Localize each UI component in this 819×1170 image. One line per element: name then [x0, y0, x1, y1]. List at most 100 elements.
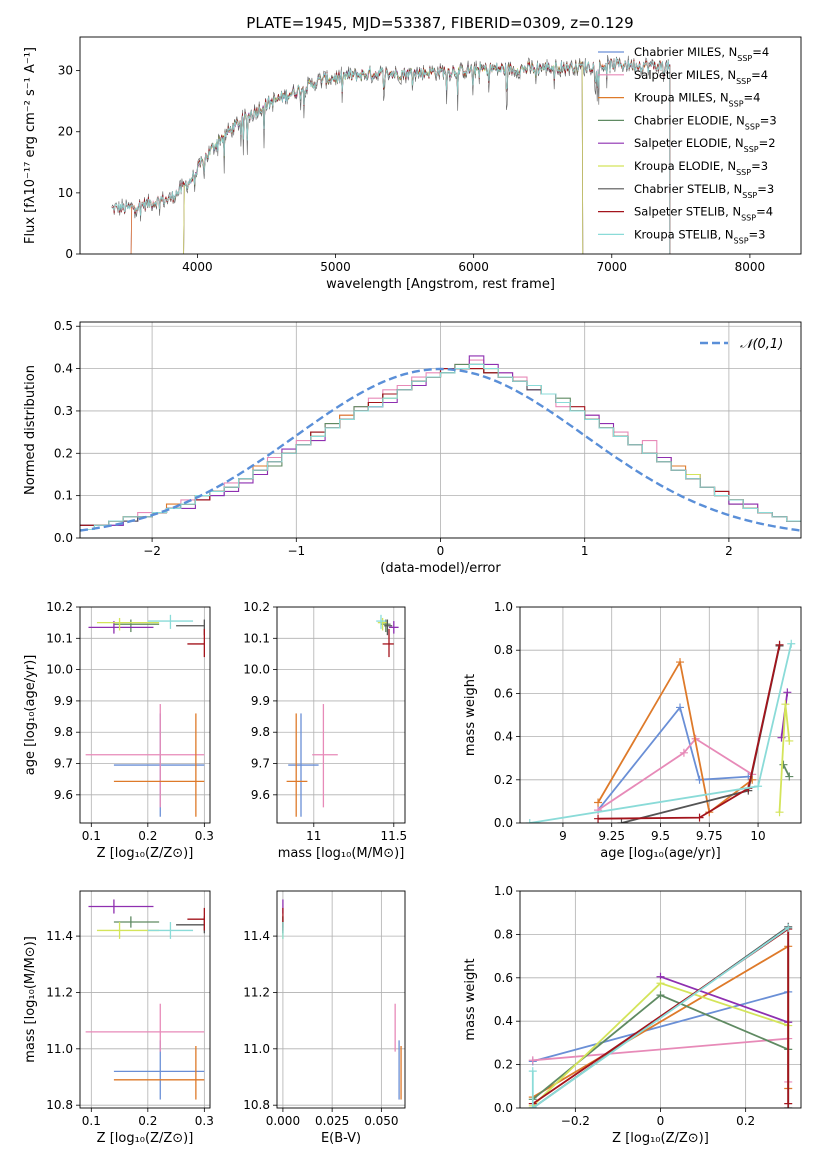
- errorbar-point-chabrier-miles: [113, 1040, 205, 1100]
- y-tick-label: 11.4: [243, 929, 270, 943]
- residuals-legend: 𝒩(0,1): [700, 337, 783, 352]
- y-tick-label: 10: [58, 186, 73, 200]
- x-tick-label: 8000: [735, 260, 766, 274]
- histogram-kroupa-stelib: [80, 363, 801, 531]
- x-tick-label: 5000: [320, 260, 351, 274]
- errorbar-point-salpeter-miles: [85, 704, 205, 808]
- x-tick-label: 9.5: [651, 829, 670, 843]
- mass-weight-series-salpeter-stelib: [594, 640, 784, 823]
- y-tick-label: 1.0: [494, 600, 513, 614]
- y-tick-label: 0.2: [494, 773, 513, 787]
- y-tick-label: 9.9: [54, 694, 73, 708]
- y-tick-label: 1.0: [494, 884, 513, 898]
- y-tick-label: 0.1: [54, 489, 73, 503]
- x-axis-label: wavelength [Angstrom, rest frame]: [326, 277, 555, 292]
- plot-area: [80, 891, 210, 1108]
- x-tick-label: 9.25: [598, 829, 625, 843]
- plot-area: [277, 891, 405, 1108]
- mass-weight-series-kroupa-stelib: [525, 639, 796, 823]
- errorbar-point-kroupa-stelib: [147, 922, 194, 939]
- legend-label: 𝒩(0,1): [740, 337, 783, 352]
- x-tick-label: −1: [287, 544, 305, 558]
- x-axis-label: Z [log₁₀(Z/Z⊙)]: [97, 1131, 194, 1146]
- series-line: [598, 644, 781, 820]
- x-tick-label: 6000: [458, 260, 489, 274]
- series-marker: [656, 991, 665, 1000]
- y-tick-label: 10.1: [46, 631, 73, 645]
- series-marker: [617, 819, 626, 823]
- series-marker: [528, 1067, 537, 1076]
- x-axis-label: (data-model)/error: [380, 561, 501, 576]
- errorbar-point-chabrier-stelib: [176, 619, 205, 636]
- axes-frame: [519, 606, 802, 824]
- x-tick-label: 0.3: [195, 1114, 214, 1128]
- mass-weight-series-kroupa-elodie: [775, 700, 794, 817]
- series-line: [597, 705, 749, 811]
- y-tick-label: 30: [58, 64, 73, 78]
- x-tick-label: 9: [559, 829, 567, 843]
- x-tick-label: 0.1: [82, 1114, 101, 1128]
- y-tick-label: 11.2: [46, 985, 73, 999]
- y-tick-label: 0.8: [494, 643, 513, 657]
- x-tick-label: 0.3: [195, 829, 214, 843]
- errorbar-point-chabrier-elodie: [113, 916, 160, 928]
- series-marker: [676, 703, 685, 712]
- y-tick-label: 9.6: [251, 788, 270, 802]
- y-tick-label: 0.6: [494, 686, 513, 700]
- x-tick-label: −0.2: [561, 1114, 590, 1128]
- series-line: [531, 927, 789, 1108]
- errorbar-point-salpeter-elodie: [88, 899, 154, 914]
- legend-label: Kroupa MILES, NSSP=4: [634, 91, 760, 109]
- y-tick-label: 11.4: [46, 929, 73, 943]
- x-tick-label: 11: [306, 829, 321, 843]
- series-marker: [528, 1056, 537, 1065]
- series-marker: [695, 813, 704, 822]
- x-tick-label: 0.000: [266, 1114, 300, 1128]
- x-tick-label: 9.75: [696, 829, 723, 843]
- panel-age-vs-Z: 0.1 0.2 0.3 9.6 9.7 9.8 9.9 10.0 10.1 10.2 Z [log₁…: [23, 600, 214, 861]
- x-tick-label: 0.2: [736, 1114, 755, 1128]
- series-line: [597, 659, 753, 814]
- y-axis-label: Flux [fλ10⁻¹⁷ erg cm⁻² s⁻¹ A⁻¹]: [23, 47, 38, 244]
- y-tick-label: 0.4: [54, 362, 73, 376]
- mass-weight-series-kroupa-stelib: [528, 923, 793, 1108]
- errorbar-point-kroupa-stelib: [376, 614, 386, 629]
- y-tick-label: 9.8: [54, 725, 73, 739]
- axes-frame: [519, 890, 802, 1109]
- legend-label: Kroupa STELIB, NSSP=3: [634, 227, 765, 245]
- plot-area: [80, 322, 801, 538]
- y-tick-label: 0.4: [494, 730, 513, 744]
- mass-weight-series-kroupa-miles: [594, 658, 757, 817]
- series-marker: [679, 748, 688, 757]
- axes-frame: [79, 606, 211, 824]
- legend-label: Kroupa ELODIE, NSSP=3: [634, 159, 768, 177]
- y-tick-label: 9.8: [251, 725, 270, 739]
- y-tick-label: 10.0: [46, 663, 73, 677]
- y-tick-label: 20: [58, 125, 73, 139]
- series-marker: [787, 639, 796, 648]
- series-marker: [594, 798, 603, 807]
- axes-frame: [276, 890, 406, 1109]
- plot-area: [111, 54, 671, 254]
- y-tick-label: 10.8: [243, 1098, 270, 1112]
- series-marker: [783, 688, 792, 697]
- x-tick-label: 0.2: [138, 829, 157, 843]
- y-axis-label: mass [log₁₀(M/M⊙)]: [23, 936, 38, 1063]
- x-axis-label: mass [log₁₀(M/M⊙)]: [278, 846, 405, 861]
- series-marker: [775, 808, 784, 817]
- errorbar-point-chabrier-stelib: [384, 619, 393, 636]
- series-marker: [781, 700, 790, 709]
- errorbar-point-chabrier-elodie: [113, 619, 160, 633]
- series-line: [778, 704, 791, 813]
- errorbar-point-kroupa-miles: [286, 713, 308, 817]
- x-tick-label: 0: [657, 1114, 665, 1128]
- series-marker: [785, 736, 794, 745]
- series-marker: [779, 760, 788, 769]
- y-tick-label: 11.0: [46, 1042, 73, 1056]
- x-tick-label: 2: [725, 544, 733, 558]
- panel-mass-weight-vs-Z: −0.2 0 0.2 0.0 0.2 0.4 0.6 0.8 1.0 Z [log₁₀(Z/Z⊙)…: [463, 884, 802, 1146]
- plot-area: [80, 607, 210, 823]
- errorbar-point-kroupa-elodie: [96, 617, 160, 631]
- series-marker: [754, 782, 763, 791]
- errorbar-point-salpeter-stelib: [187, 907, 205, 931]
